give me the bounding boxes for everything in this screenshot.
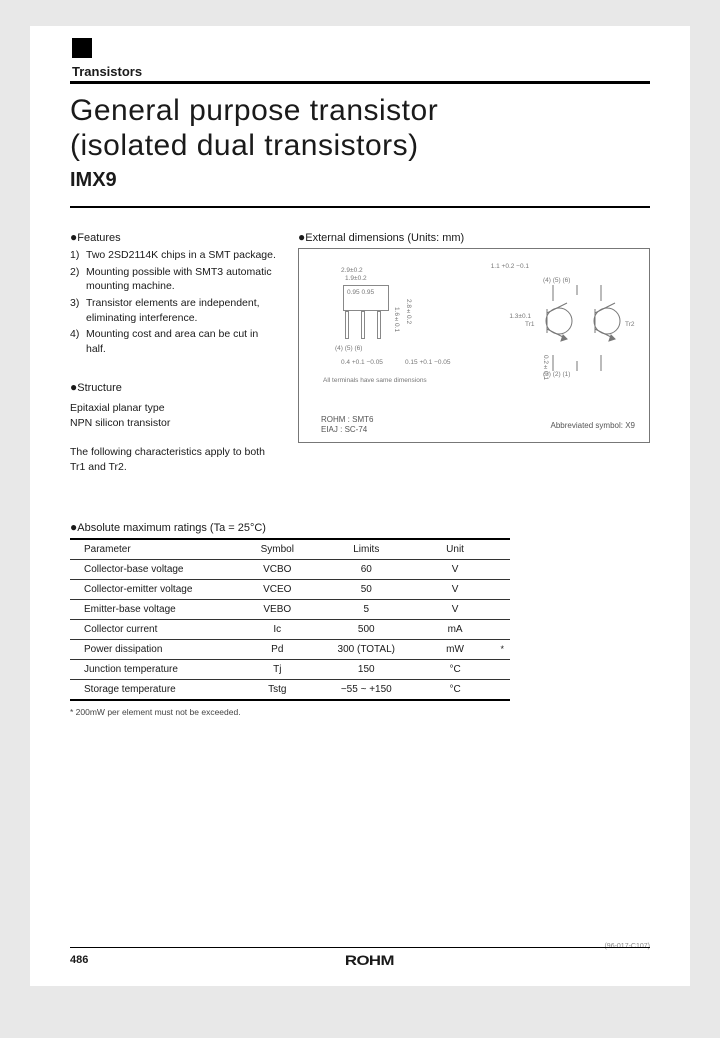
cell-star: [494, 659, 510, 679]
right-column: ●External dimensions (Units: mm) 2.9±0.2…: [298, 230, 650, 476]
structure-section: ●Structure Epitaxial planar type NPN sil…: [70, 379, 280, 431]
title-line2: (isolated dual transistors): [70, 129, 419, 162]
dimensions-heading: ●External dimensions (Units: mm): [298, 230, 650, 244]
ratings-section: ●Absolute maximum ratings (Ta = 25°C) Pa…: [70, 520, 650, 717]
ratings-footnote: * 200mW per element must not be exceeded…: [70, 707, 650, 717]
cell-parameter: Collector-emitter voltage: [70, 579, 238, 599]
table-header-row: Parameter Symbol Limits Unit: [70, 539, 510, 560]
cell-symbol: Tstg: [238, 679, 317, 700]
structure-line: Epitaxial planar type: [70, 401, 280, 416]
rohm-logo: ROHM: [345, 952, 394, 968]
features-list: 1)Two 2SD2114K chips in a SMT package. 2…: [70, 248, 280, 357]
left-column: ●Features 1)Two 2SD2114K chips in a SMT …: [70, 230, 280, 476]
pkg-label: EIAJ : SC-74: [321, 425, 367, 434]
dim-text: 1.3±0.1: [509, 313, 531, 320]
cell-limits: 60: [317, 559, 416, 579]
transistor-pair-icon: [537, 285, 637, 385]
cell-parameter: Collector current: [70, 619, 238, 639]
page-title: General purpose transistor (isolated dua…: [70, 94, 650, 163]
cell-parameter: Emitter-base voltage: [70, 599, 238, 619]
page-number: 486: [70, 954, 88, 966]
dim-text: 1.1 +0.2 −0.1: [491, 263, 529, 270]
cell-limits: −55 ~ +150: [317, 679, 416, 700]
cell-symbol: Tj: [238, 659, 317, 679]
category-header: Transistors: [70, 64, 650, 84]
category-text: Transistors: [72, 64, 142, 79]
table-row: Collector-emitter voltageVCEO50V: [70, 579, 510, 599]
corner-mark: [72, 38, 92, 58]
col-unit: Unit: [416, 539, 495, 560]
table-row: Storage temperatureTstg−55 ~ +150°C: [70, 679, 510, 700]
ratings-table: Parameter Symbol Limits Unit Collector-b…: [70, 538, 510, 701]
characteristics-note: The following characteristics apply to b…: [70, 445, 280, 475]
feature-item: 1)Two 2SD2114K chips in a SMT package.: [70, 248, 280, 263]
cell-symbol: VEBO: [238, 599, 317, 619]
cell-parameter: Junction temperature: [70, 659, 238, 679]
table-row: Collector currentIc500mA: [70, 619, 510, 639]
ratings-heading: ●Absolute maximum ratings (Ta = 25°C): [70, 520, 650, 534]
cell-limits: 150: [317, 659, 416, 679]
cell-symbol: VCEO: [238, 579, 317, 599]
content-columns: ●Features 1)Two 2SD2114K chips in a SMT …: [70, 230, 650, 476]
col-star: [494, 539, 510, 560]
cell-unit: mA: [416, 619, 495, 639]
cell-symbol: Ic: [238, 619, 317, 639]
col-symbol: Symbol: [238, 539, 317, 560]
cell-star: *: [494, 639, 510, 659]
cell-parameter: Power dissipation: [70, 639, 238, 659]
col-limits: Limits: [317, 539, 416, 560]
abbrev-label: Abbreviated symbol: X9: [551, 421, 636, 430]
cell-star: [494, 619, 510, 639]
cell-unit: V: [416, 579, 495, 599]
cell-symbol: Pd: [238, 639, 317, 659]
table-row: Emitter-base voltageVEBO5V: [70, 599, 510, 619]
cell-unit: °C: [416, 659, 495, 679]
cell-limits: 500: [317, 619, 416, 639]
part-number: IMX9: [70, 169, 650, 208]
structure-line: NPN silicon transistor: [70, 416, 280, 431]
pkg-label: ROHM : SMT6: [321, 415, 373, 424]
cell-symbol: VCBO: [238, 559, 317, 579]
col-parameter: Parameter: [70, 539, 238, 560]
feature-item: 4)Mounting cost and area can be cut in h…: [70, 327, 280, 356]
cell-unit: °C: [416, 679, 495, 700]
features-heading: ●Features: [70, 230, 280, 244]
page-footer: 486 ROHM: [70, 947, 650, 968]
cell-unit: V: [416, 559, 495, 579]
table-row: Junction temperatureTj150°C: [70, 659, 510, 679]
cell-parameter: Collector-base voltage: [70, 559, 238, 579]
cell-limits: 50: [317, 579, 416, 599]
table-row: Power dissipationPd300 (TOTAL)mW*: [70, 639, 510, 659]
feature-item: 3)Transistor elements are independent, e…: [70, 296, 280, 325]
circuit-symbol: (4) (5) (6) Tr1 Tr2 (3) (2) (1): [537, 285, 637, 385]
table-row: Collector-base voltageVCBO60V: [70, 559, 510, 579]
dimensions-diagram: 2.9±0.2 1.9±0.2 0.95 0.95 1.6±0.1 2.8±0.…: [298, 248, 650, 443]
cell-star: [494, 579, 510, 599]
title-line1: General purpose transistor: [70, 94, 438, 127]
cell-limits: 5: [317, 599, 416, 619]
package-outline: 2.9±0.2 1.9±0.2 0.95 0.95 1.6±0.1 2.8±0.…: [323, 263, 473, 403]
structure-heading: ●Structure: [70, 379, 280, 397]
cell-parameter: Storage temperature: [70, 679, 238, 700]
cell-star: [494, 679, 510, 700]
cell-star: [494, 559, 510, 579]
datasheet-page: Transistors General purpose transistor (…: [30, 26, 690, 986]
cell-unit: V: [416, 599, 495, 619]
feature-item: 2)Mounting possible with SMT3 automatic …: [70, 265, 280, 294]
cell-unit: mW: [416, 639, 495, 659]
package-pin-icon: [377, 311, 381, 339]
cell-star: [494, 599, 510, 619]
package-pin-icon: [361, 311, 365, 339]
cell-limits: 300 (TOTAL): [317, 639, 416, 659]
package-pin-icon: [345, 311, 349, 339]
